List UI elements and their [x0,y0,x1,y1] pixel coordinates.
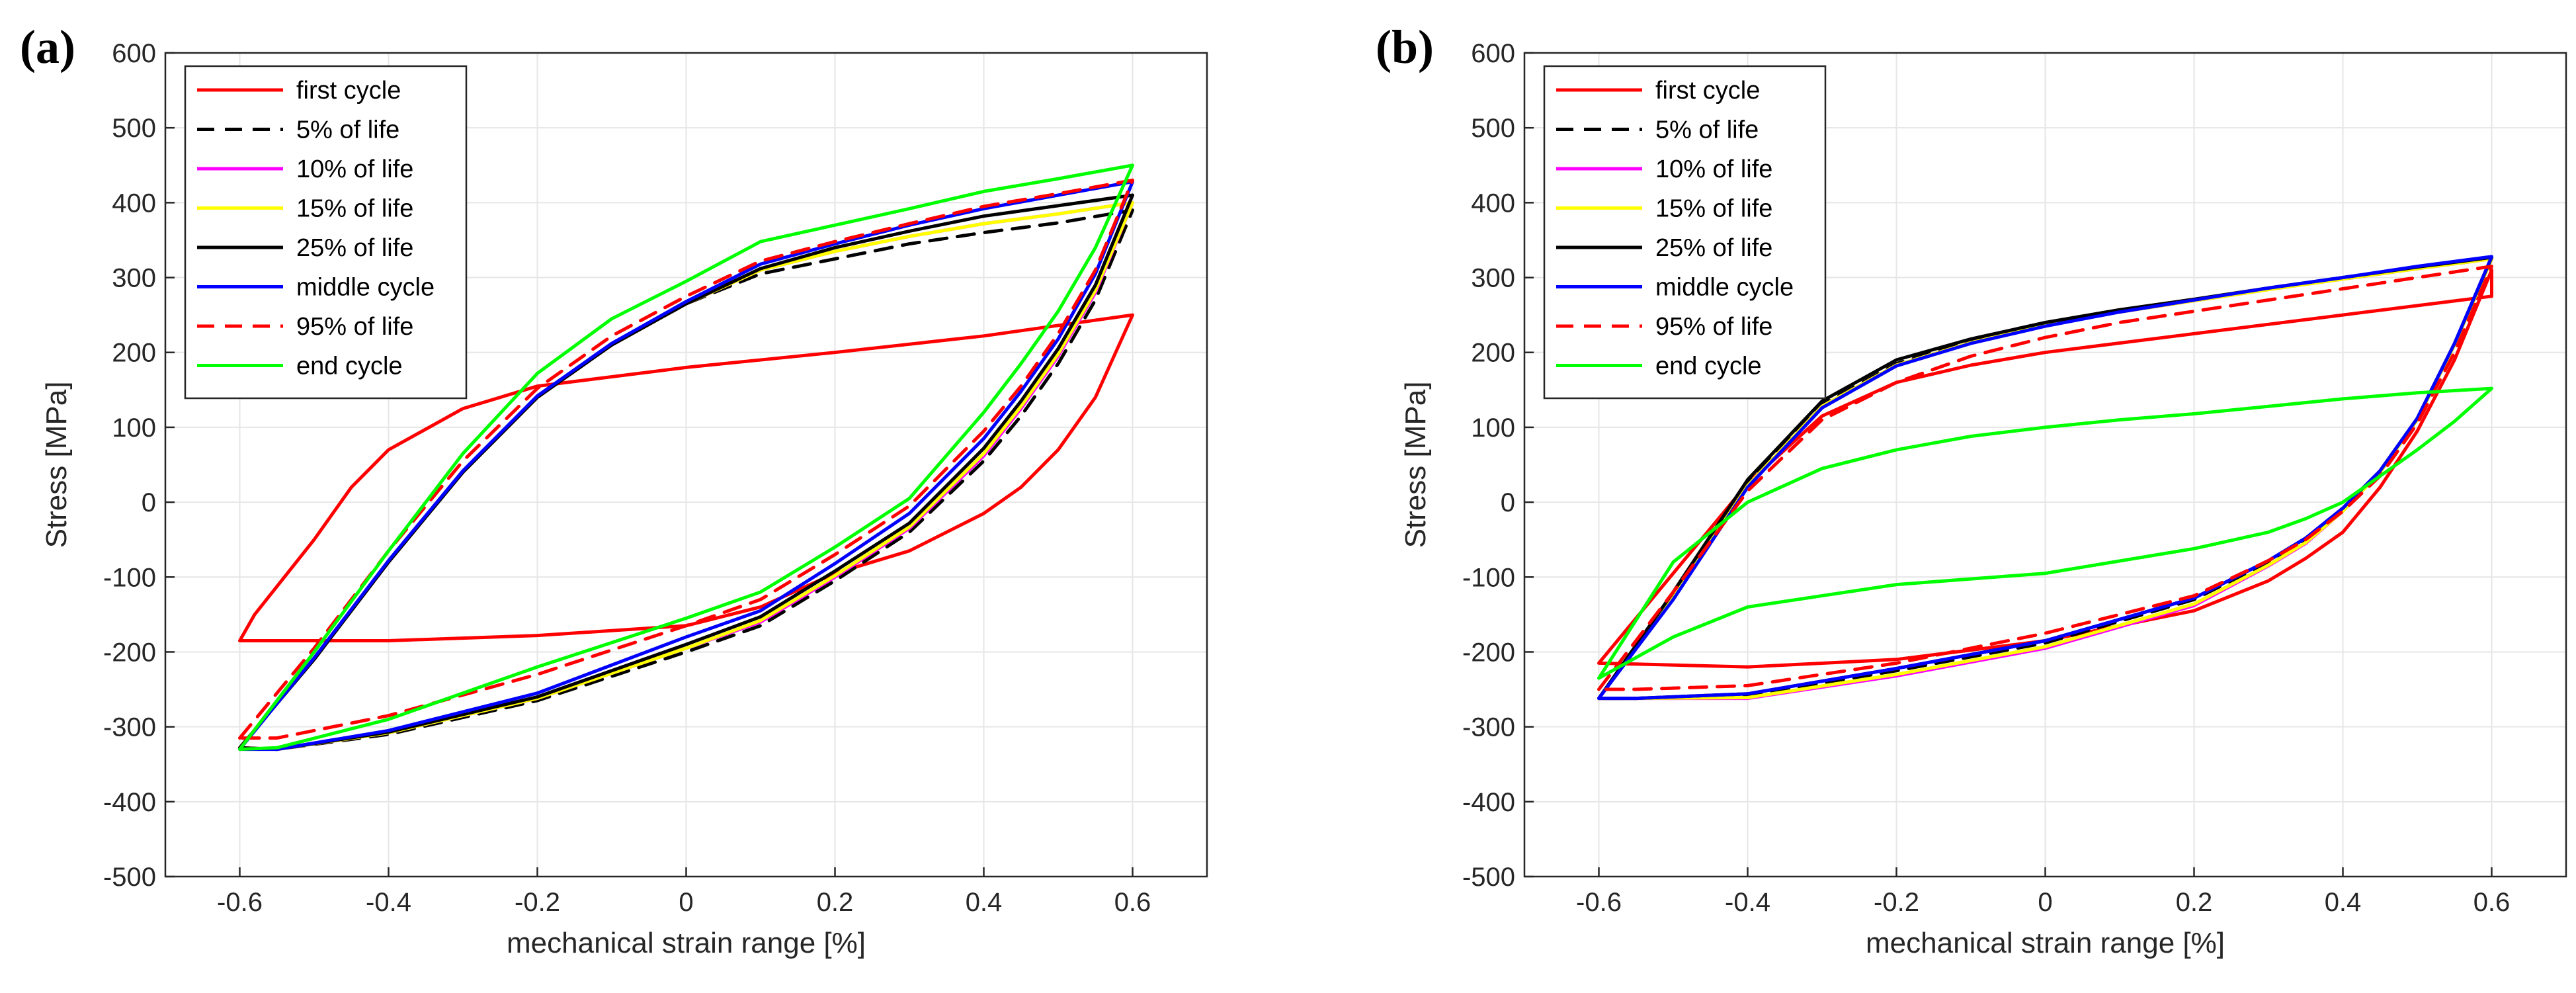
legend-label: first cycle [296,77,401,105]
x-tick-label: -0.4 [1725,888,1770,917]
x-tick-label: 0 [2038,888,2052,917]
y-tick-label: -200 [1462,638,1515,667]
x-tick-label: 0.4 [2325,888,2362,917]
y-tick-label: 200 [112,339,156,368]
x-tick-label: 0.6 [1114,888,1151,917]
x-tick-label: 0 [679,888,693,917]
y-tick-label: -500 [103,863,156,892]
x-axis-title: mechanical strain range [%] [507,927,866,959]
legend-box [1543,65,1827,400]
y-tick-label: -100 [1462,563,1515,592]
y-tick-label: 500 [1471,114,1515,143]
legend-label: 15% of life [1655,195,1772,223]
y-tick-label: -500 [1462,863,1515,892]
y-axis-title: Stress [MPa] [1399,382,1432,548]
y-tick-label: 300 [1471,264,1515,293]
y-tick-label: 200 [1471,339,1515,368]
y-tick-label: -400 [103,788,156,817]
legend-label: 95% of life [296,313,413,341]
y-tick-label: 600 [112,39,156,68]
legend-box [184,65,468,400]
x-tick-label: -0.6 [1576,888,1622,917]
x-axis-title: mechanical strain range [%] [1866,927,2225,959]
legend-label: end cycle [1655,353,1762,380]
legend-label: first cycle [1655,77,1760,105]
legend-label: 25% of life [296,234,413,262]
x-tick-label: 0.2 [817,888,854,917]
legend-label: middle cycle [296,274,435,302]
y-tick-label: -300 [1462,713,1515,742]
x-tick-label: -0.2 [1874,888,1919,917]
series-line-a-1 [238,313,1134,642]
y-tick-label: -200 [103,638,156,667]
legend-label: 5% of life [296,116,399,144]
legend-label: 10% of life [1655,155,1772,183]
y-tick-label: 400 [1471,189,1515,218]
chart-panel-a: (a) -0.6 -0.4 -0.2 0 0.2 0.4 0.6 -500 -400 -300 -2… [20,21,1208,959]
series-line-b-6 [1597,255,2493,701]
series-line-a-7 [238,178,1134,740]
legend-b: first cycle 5% of life 10% of life 15% of l… [1543,65,1827,400]
legend-label: middle cycle [1655,274,1794,302]
x-tick-label: 0.6 [2473,888,2511,917]
y-tick-label: 0 [1501,488,1515,517]
series-line-a-8 [238,163,1134,752]
legend-label: 25% of life [1655,234,1772,262]
series-line-b-8 [1597,386,2493,680]
y-tick-label: -100 [103,563,156,592]
x-tick-label: 0.4 [966,888,1003,917]
y-tick-label: 100 [112,413,156,443]
legend-label: 10% of life [296,155,413,183]
x-tick-label: 0.2 [2176,888,2213,917]
chart-panel-b: (b) -0.6 -0.4 -0.2 0 0.2 0.4 0.6 -500 -400 -300 -2… [1376,21,2567,959]
panel-label-b: (b) [1376,21,1434,73]
y-tick-label: 300 [112,264,156,293]
y-tick-label: 600 [1471,39,1515,68]
y-tick-label: 400 [112,189,156,218]
x-tick-label: -0.6 [217,888,263,917]
series-line-b-7 [1597,265,2493,691]
legend-label: end cycle [296,353,403,380]
panel-label-a: (a) [20,21,75,73]
x-tick-label: -0.2 [515,888,560,917]
y-tick-label: 100 [1471,413,1515,443]
legend-label: 95% of life [1655,313,1772,341]
legend-label: 15% of life [296,195,413,223]
legend-label: 5% of life [1655,116,1759,144]
x-tick-label: -0.4 [366,888,411,917]
y-tick-label: -400 [1462,788,1515,817]
y-tick-label: 500 [112,114,156,143]
y-tick-label: -300 [103,713,156,742]
legend-a: first cycle 5% of life 10% of life 15% of l… [184,65,468,400]
y-axis-title: Stress [MPa] [40,382,73,548]
y-tick-label: 0 [142,488,156,517]
